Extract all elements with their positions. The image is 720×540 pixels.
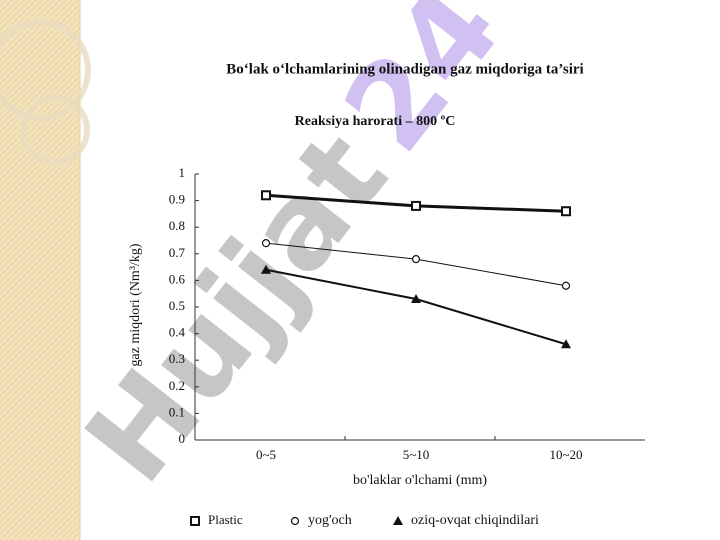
- watermark-word: Hujjat: [59, 107, 414, 507]
- marker-square: [561, 206, 571, 217]
- y-tick-label: 0.8: [169, 218, 185, 233]
- chart-title: Bo‘lak o‘lchamlarining olinadigan gaz mi…: [226, 61, 583, 77]
- y-tick-label: 0.3: [169, 351, 185, 366]
- y-tick-label: 0: [179, 431, 186, 446]
- chart-subtitle: Reaksiya harorati – 800 ºC: [295, 114, 456, 129]
- marker-triangle: [561, 339, 571, 349]
- marker-circle: [411, 255, 421, 264]
- y-axis-label: gaz miqdori (Nm³/kg): [128, 243, 143, 367]
- legend-item: yog'och: [290, 513, 352, 528]
- y-tick-label: 1: [179, 165, 186, 180]
- y-tick-label: 0.6: [169, 271, 186, 286]
- legend-marker: [290, 516, 300, 526]
- marker-triangle: [411, 294, 421, 304]
- y-tick-label: 0.1: [169, 404, 185, 419]
- y-tick-label: 0.4: [169, 325, 186, 340]
- marker-triangle: [261, 264, 271, 274]
- legend-label: Plastic: [208, 512, 243, 527]
- y-tick-label: 0.7: [169, 245, 186, 260]
- legend-marker: [190, 516, 200, 526]
- marker-square: [261, 190, 271, 201]
- marker-square: [411, 200, 421, 211]
- legend-label: oziq-ovqat chiqindilari: [411, 513, 539, 528]
- legend-item: Plastic: [190, 512, 243, 527]
- side-stripe: [0, 0, 80, 540]
- x-tick-label: 5~10: [403, 447, 430, 462]
- legend-item: oziq-ovqat chiqindilari: [393, 513, 539, 528]
- y-tick-label: 0.5: [169, 298, 185, 313]
- x-axis-label: bo'laklar o'lchami (mm): [353, 473, 487, 488]
- legend-marker: [393, 516, 403, 525]
- decor-circles: [0, 19, 91, 165]
- marker-circle: [261, 239, 271, 248]
- marker-circle: [561, 281, 571, 290]
- x-tick-label: 0~5: [256, 447, 276, 462]
- legend-label: yog'och: [308, 513, 352, 528]
- x-tick-label: 10~20: [549, 447, 582, 462]
- y-tick-label: 0.2: [169, 378, 185, 393]
- y-tick-label: 0.9: [169, 192, 185, 207]
